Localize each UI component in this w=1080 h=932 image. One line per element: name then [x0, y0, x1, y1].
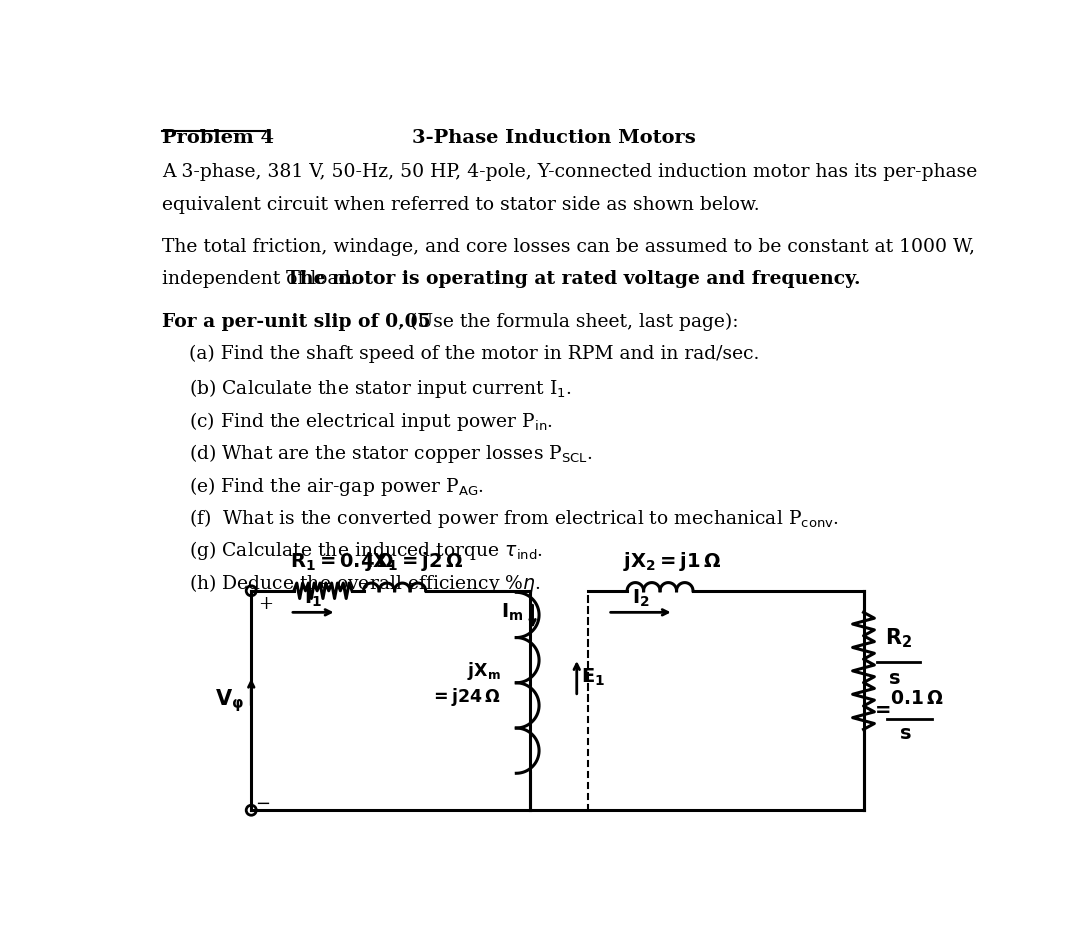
Text: (b) Calculate the stator input current I$_1$.: (b) Calculate the stator input current I…: [189, 377, 572, 401]
Text: A 3-phase, 381 V, 50-Hz, 50 HP, 4-pole, Y-connected induction motor has its per-: A 3-phase, 381 V, 50-Hz, 50 HP, 4-pole, …: [162, 163, 977, 182]
Text: (c) Find the electrical input power P$_{\mathrm{in}}$.: (c) Find the electrical input power P$_{…: [189, 410, 553, 432]
Text: independent of load.: independent of load.: [162, 270, 363, 289]
Text: $\mathbf{jX_2{=}j1\,\Omega}$: $\mathbf{jX_2{=}j1\,\Omega}$: [623, 550, 721, 573]
Text: $\mathbf{= j24\,\Omega}$: $\mathbf{= j24\,\Omega}$: [430, 686, 501, 707]
Text: (h) Deduce the overall efficiency %$\eta$.: (h) Deduce the overall efficiency %$\eta…: [189, 571, 541, 595]
Text: The total friction, windage, and core losses can be assumed to be constant at 10: The total friction, windage, and core lo…: [162, 238, 975, 256]
Text: $\mathbf{jX_1{=}j2\,\Omega}$: $\mathbf{jX_1{=}j2\,\Omega}$: [365, 550, 463, 573]
Text: $\mathbf{jX_m}$: $\mathbf{jX_m}$: [467, 660, 501, 682]
Text: +: +: [258, 596, 273, 613]
Text: $\mathbf{I_1}$: $\mathbf{I_1}$: [305, 588, 322, 610]
Text: For a per-unit slip of 0.05: For a per-unit slip of 0.05: [162, 313, 431, 331]
Text: 3-Phase Induction Motors: 3-Phase Induction Motors: [411, 129, 696, 146]
Text: $\mathbf{I_m}$: $\mathbf{I_m}$: [501, 601, 524, 623]
Text: equivalent circuit when referred to stator side as shown below.: equivalent circuit when referred to stat…: [162, 196, 759, 213]
Text: (g) Calculate the induced torque $\tau_{\mathrm{ind}}$.: (g) Calculate the induced torque $\tau_{…: [189, 540, 543, 562]
Text: −: −: [255, 795, 270, 813]
Text: , (Use the formula sheet, last page):: , (Use the formula sheet, last page):: [399, 313, 739, 331]
Text: $\mathbf{s}$: $\mathbf{s}$: [889, 669, 901, 688]
Text: (e) Find the air-gap power P$_{\mathrm{AG}}$.: (e) Find the air-gap power P$_{\mathrm{A…: [189, 474, 484, 498]
Text: $\mathbf{V_\varphi}$: $\mathbf{V_\varphi}$: [215, 687, 243, 714]
Text: $\mathbf{s}$: $\mathbf{s}$: [900, 725, 912, 743]
Text: $\mathbf{E_1}$: $\mathbf{E_1}$: [581, 666, 605, 688]
Text: The motor is operating at rated voltage and frequency.: The motor is operating at rated voltage …: [286, 270, 861, 289]
Text: $\mathbf{I_2}$: $\mathbf{I_2}$: [632, 588, 649, 610]
Text: Problem 4: Problem 4: [162, 129, 274, 146]
Text: $\mathbf{0.1\,\Omega}$: $\mathbf{0.1\,\Omega}$: [890, 691, 944, 708]
Text: $\mathbf{R_1{=}0.4\,\Omega}$: $\mathbf{R_1{=}0.4\,\Omega}$: [291, 552, 395, 573]
Text: (f)  What is the converted power from electrical to mechanical P$_{\mathrm{conv}: (f) What is the converted power from ele…: [189, 507, 839, 530]
Text: $\mathbf{=}$: $\mathbf{=}$: [872, 700, 891, 719]
Text: (d) What are the stator copper losses P$_{\mathrm{SCL}}$.: (d) What are the stator copper losses P$…: [189, 442, 593, 465]
Text: $\mathbf{R_2}$: $\mathbf{R_2}$: [886, 626, 913, 651]
Text: (a) Find the shaft speed of the motor in RPM and in rad/sec.: (a) Find the shaft speed of the motor in…: [189, 345, 759, 363]
